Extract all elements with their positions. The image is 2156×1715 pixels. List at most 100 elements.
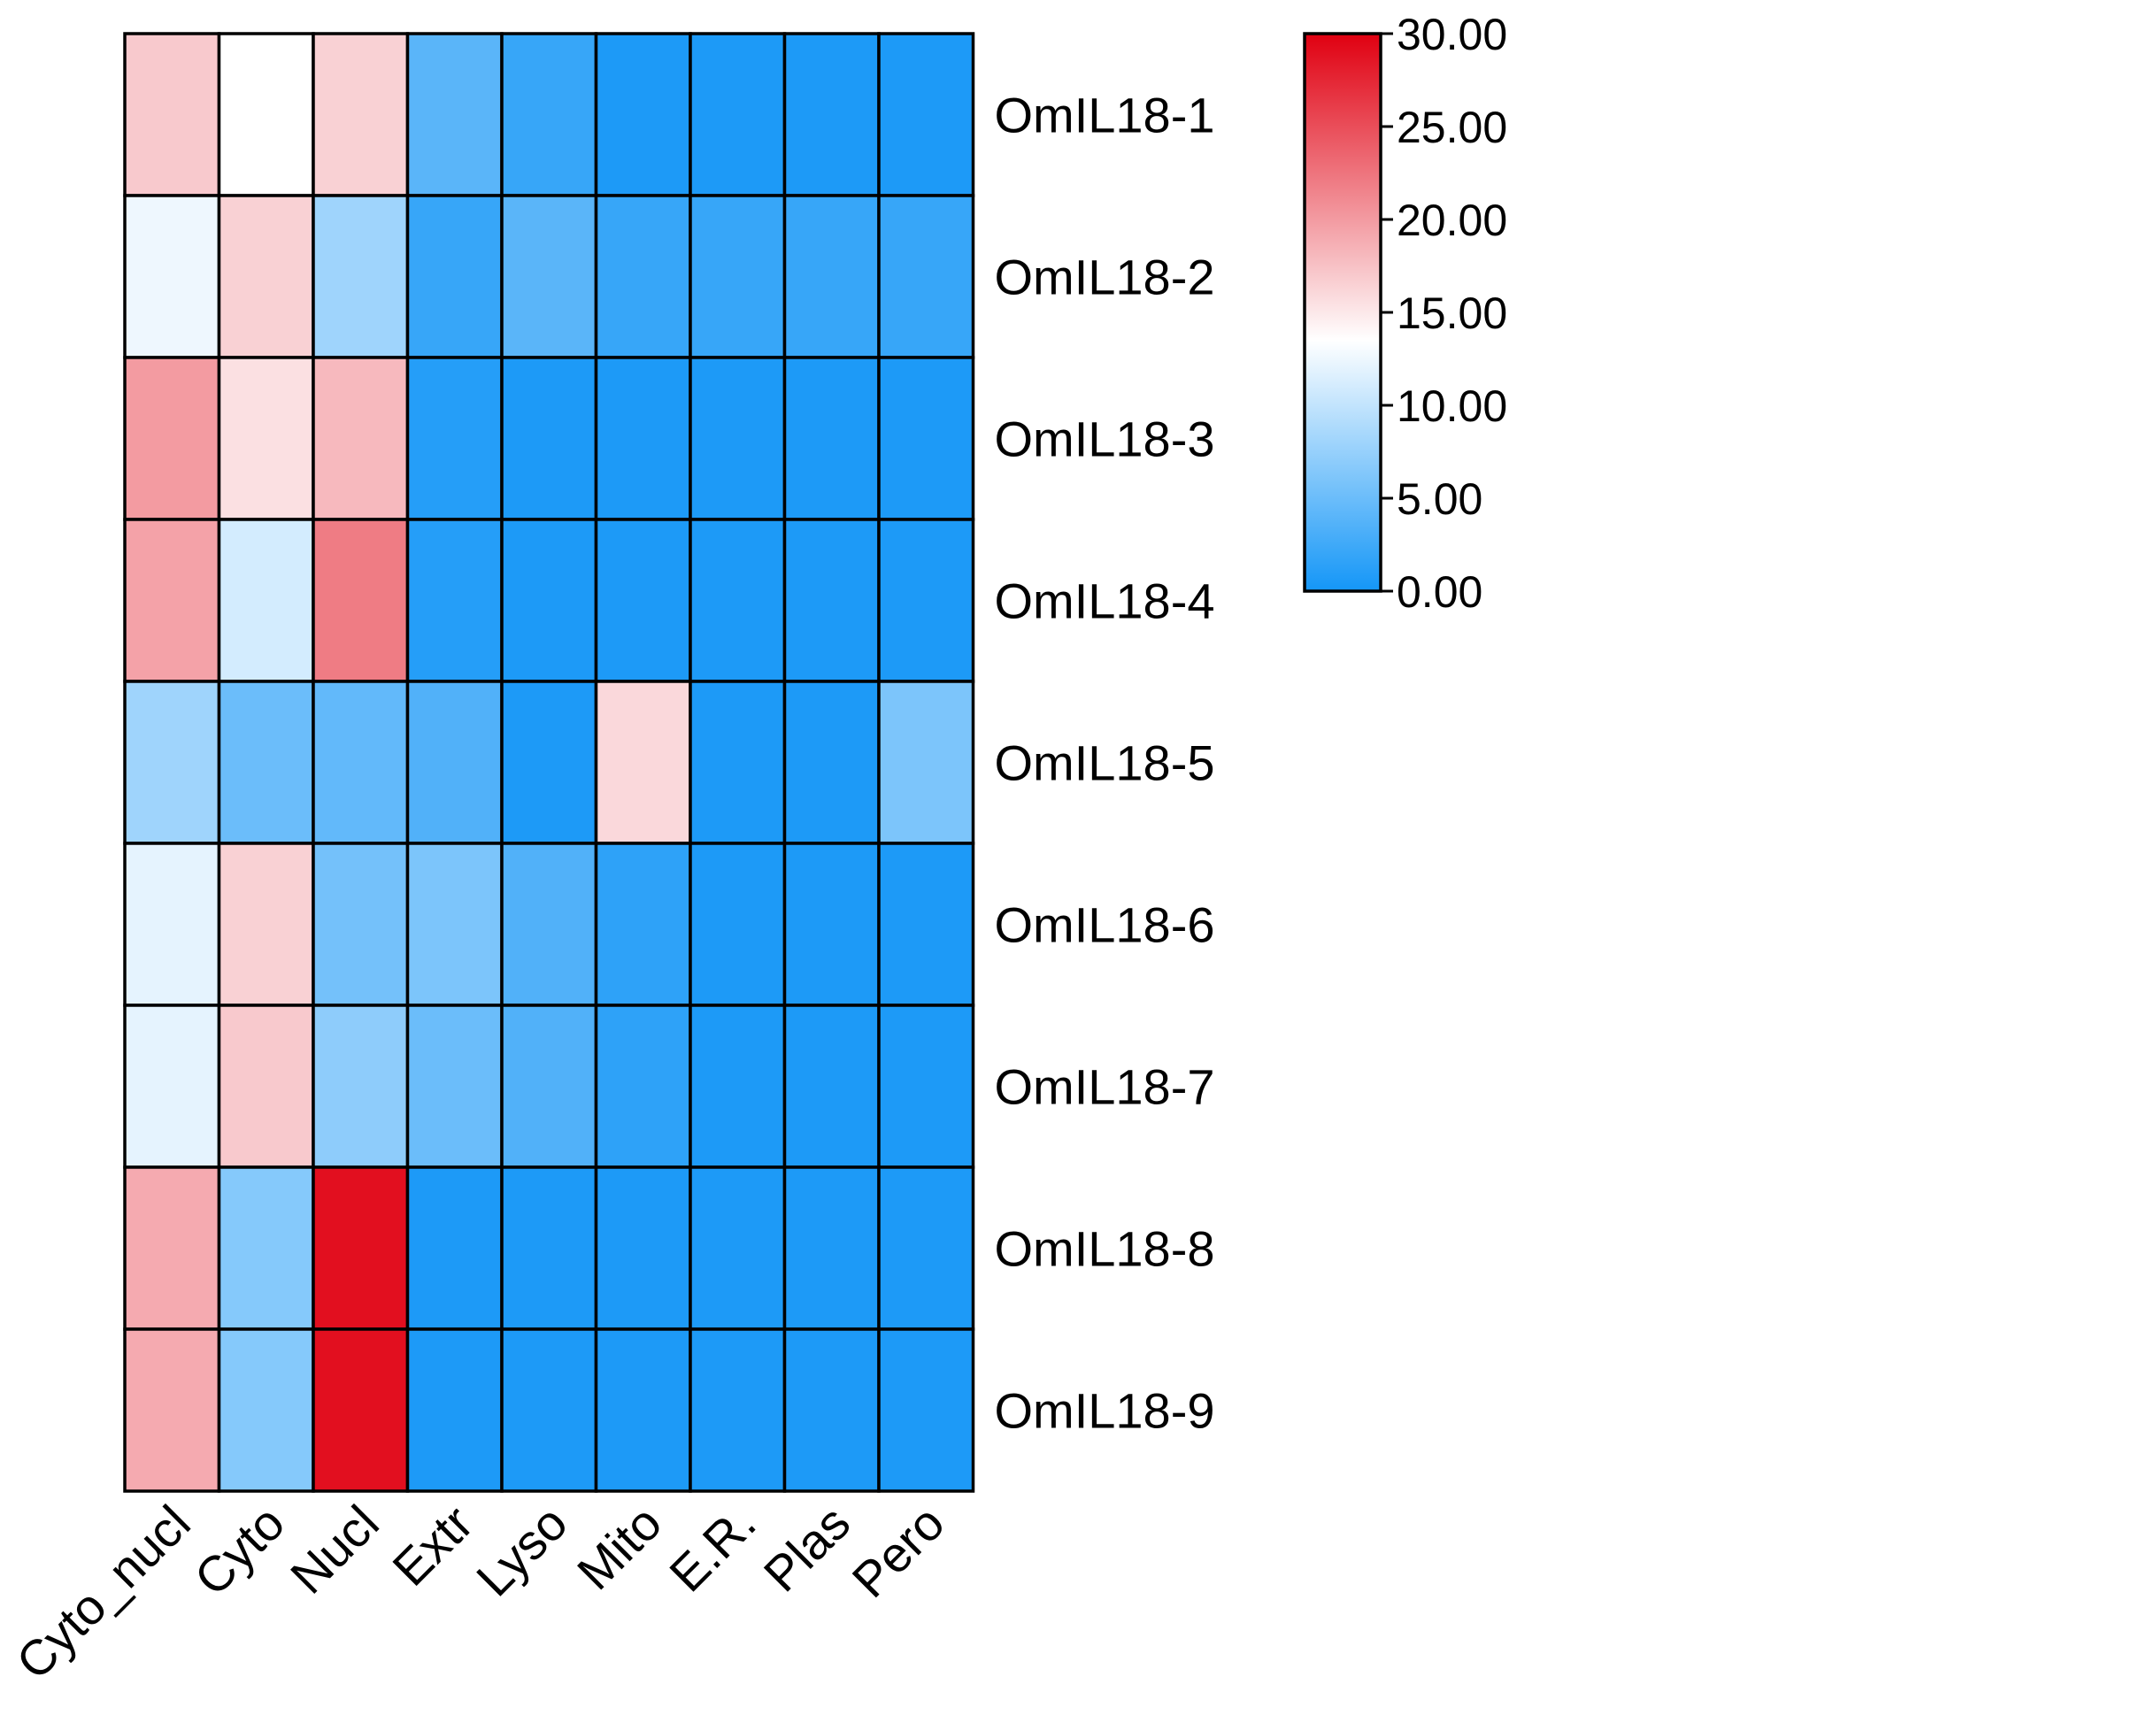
heatmap-cell	[123, 842, 221, 1007]
row-label: OmIL18-8	[995, 1221, 1215, 1277]
heatmap-cell	[594, 842, 692, 1007]
column-label: Cyto	[183, 1495, 295, 1606]
heatmap-cell	[689, 32, 787, 197]
colorbar-tick-label: 20.00	[1397, 196, 1507, 245]
colorbar-tick-label: 25.00	[1397, 103, 1507, 152]
row-label: OmIL18-6	[995, 897, 1215, 953]
heatmap-cell	[217, 842, 315, 1007]
row-labels: OmIL18-1 OmIL18-2 OmIL18-3 OmIL18-4 OmIL18-5…	[995, 88, 1215, 1439]
heatmap-cell	[689, 1004, 787, 1169]
heatmap-cell	[123, 680, 221, 845]
heatmap-cell	[689, 356, 787, 521]
heatmap-cell	[500, 518, 598, 683]
colorbar-tick-label: 0.00	[1397, 567, 1482, 617]
heatmap-cell	[877, 680, 975, 845]
heatmap-cell	[123, 1004, 221, 1169]
heatmap-cell	[312, 194, 410, 359]
colorbar-tick-label: 30.00	[1397, 10, 1507, 59]
heatmap-cell	[123, 194, 221, 359]
row-label: OmIL18-4	[995, 573, 1215, 629]
heatmap-cell	[312, 1165, 410, 1331]
heatmap-cell	[217, 1165, 315, 1331]
heatmap-cell	[123, 1327, 221, 1493]
heatmap-cell	[217, 356, 315, 521]
column-label: E.R.	[658, 1495, 766, 1603]
heatmap-cell	[312, 32, 410, 197]
heatmap-cell	[217, 32, 315, 197]
colorbar-gradient	[1303, 32, 1382, 593]
row-label: OmIL18-1	[995, 88, 1215, 143]
row-label: OmIL18-5	[995, 735, 1215, 791]
heatmap-cell	[877, 1327, 975, 1493]
heatmap-cell	[594, 680, 692, 845]
heatmap-cell	[312, 1327, 410, 1493]
heatmap-cell	[405, 356, 504, 521]
heatmap-cell	[500, 680, 598, 845]
heatmap-cell	[312, 1004, 410, 1169]
heatmap-cell	[782, 518, 881, 683]
heatmap-cell	[877, 194, 975, 359]
heatmap-cell	[500, 1327, 598, 1493]
heatmap-cell	[123, 518, 221, 683]
heatmap-cell	[594, 1165, 692, 1331]
heatmap-cell	[877, 1004, 975, 1169]
row-label: OmIL18-2	[995, 250, 1215, 305]
heatmap-cell	[877, 356, 975, 521]
heatmap-cell	[877, 842, 975, 1007]
column-label: Cyto_nucl	[5, 1495, 201, 1690]
colorbar-tick-label: 10.00	[1397, 381, 1507, 431]
heatmap-cell	[782, 32, 881, 197]
colorbar-tick-label: 15.00	[1397, 288, 1507, 338]
heatmap-cell	[782, 356, 881, 521]
heatmap-cell	[405, 518, 504, 683]
heatmap-cell	[782, 680, 881, 845]
heatmap-cell	[877, 1165, 975, 1331]
heatmap-cell	[405, 1165, 504, 1331]
colorbar-tick-label: 5.00	[1397, 474, 1482, 524]
column-labels: Cyto_nuclCytoNuclExtrLysoMitoE.R.PlasPer…	[5, 1495, 955, 1690]
heatmap-cell	[877, 518, 975, 683]
heatmap-cell	[689, 1327, 787, 1493]
column-label: Nucl	[280, 1495, 389, 1604]
heatmap-cell	[405, 194, 504, 359]
heatmap-cell	[782, 1327, 881, 1493]
heatmap-cell	[312, 356, 410, 521]
heatmap-cell	[217, 680, 315, 845]
heatmap-cell	[405, 1004, 504, 1169]
heatmap-cell	[312, 842, 410, 1007]
heatmap-cell	[500, 194, 598, 359]
heatmap-cell	[594, 356, 692, 521]
column-label: Pero	[842, 1495, 955, 1608]
heatmap-cell	[594, 1327, 692, 1493]
column-label: Lyso	[466, 1495, 578, 1607]
heatmap-cell	[123, 356, 221, 521]
column-label: Mito	[566, 1495, 672, 1600]
row-label: OmIL18-9	[995, 1383, 1215, 1439]
heatmap-cell	[500, 1165, 598, 1331]
heatmap-cell	[877, 32, 975, 197]
heatmap-cell	[594, 1004, 692, 1169]
heatmap-cell	[594, 32, 692, 197]
heatmap-cell	[594, 518, 692, 683]
heatmap-cells	[123, 32, 975, 1493]
heatmap-cell	[782, 1004, 881, 1169]
heatmap-cell	[782, 194, 881, 359]
heatmap-cell	[217, 194, 315, 359]
heatmap-cell	[312, 680, 410, 845]
column-label: Extr	[381, 1495, 483, 1596]
heatmap-cell	[312, 518, 410, 683]
heatmap-cell	[689, 194, 787, 359]
heatmap-cell	[500, 356, 598, 521]
heatmap-cell	[689, 1165, 787, 1331]
heatmap-cell	[782, 842, 881, 1007]
heatmap-cell	[405, 1327, 504, 1493]
heatmap-cell	[500, 842, 598, 1007]
heatmap-cell	[217, 1327, 315, 1493]
heatmap-cell	[500, 1004, 598, 1169]
heatmap-cell	[405, 32, 504, 197]
heatmap-cell	[123, 1165, 221, 1331]
heatmap-cell	[689, 680, 787, 845]
heatmap-cell	[217, 1004, 315, 1169]
heatmap-cell	[123, 32, 221, 197]
